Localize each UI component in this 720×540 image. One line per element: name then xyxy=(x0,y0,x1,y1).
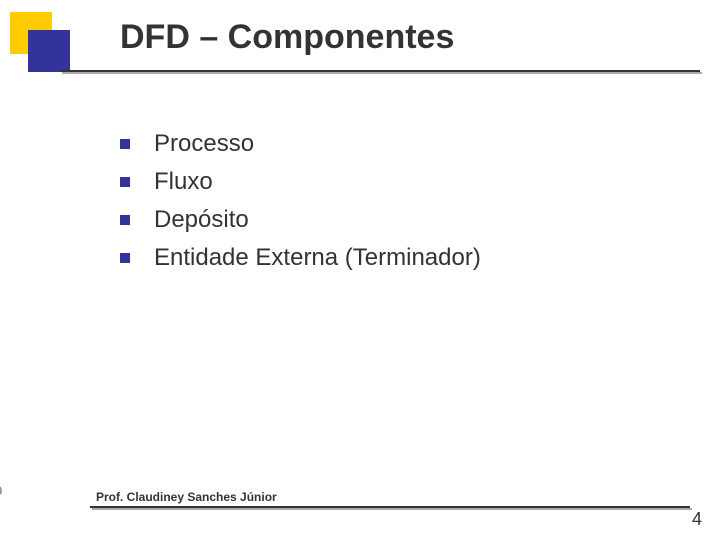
footer-author: Prof. Claudiney Sanches Júnior xyxy=(96,490,277,504)
list-item-label: Processo xyxy=(154,130,254,158)
list-item-label: Fluxo xyxy=(154,168,213,196)
list-item: Processo xyxy=(120,130,481,158)
list-item: Fluxo xyxy=(120,168,481,196)
list-item: Depósito xyxy=(120,206,481,234)
list-item: Entidade Externa (Terminador) xyxy=(120,244,481,272)
bullet-icon xyxy=(120,139,130,149)
title-underline-shadow xyxy=(62,72,702,74)
bullet-icon xyxy=(120,253,130,263)
footer-underline-shadow xyxy=(92,508,692,510)
sidebar-label: Engenharia de Software xyxy=(0,294,4,522)
list-item-label: Depósito xyxy=(154,206,249,234)
bullet-icon xyxy=(120,177,130,187)
bullet-list: Processo Fluxo Depósito Entidade Externa… xyxy=(120,130,481,282)
slide-title: DFD – Componentes xyxy=(120,18,454,57)
list-item-label: Entidade Externa (Terminador) xyxy=(154,244,481,272)
page-number: 4 xyxy=(692,509,702,530)
corner-square-front xyxy=(28,30,70,72)
bullet-icon xyxy=(120,215,130,225)
